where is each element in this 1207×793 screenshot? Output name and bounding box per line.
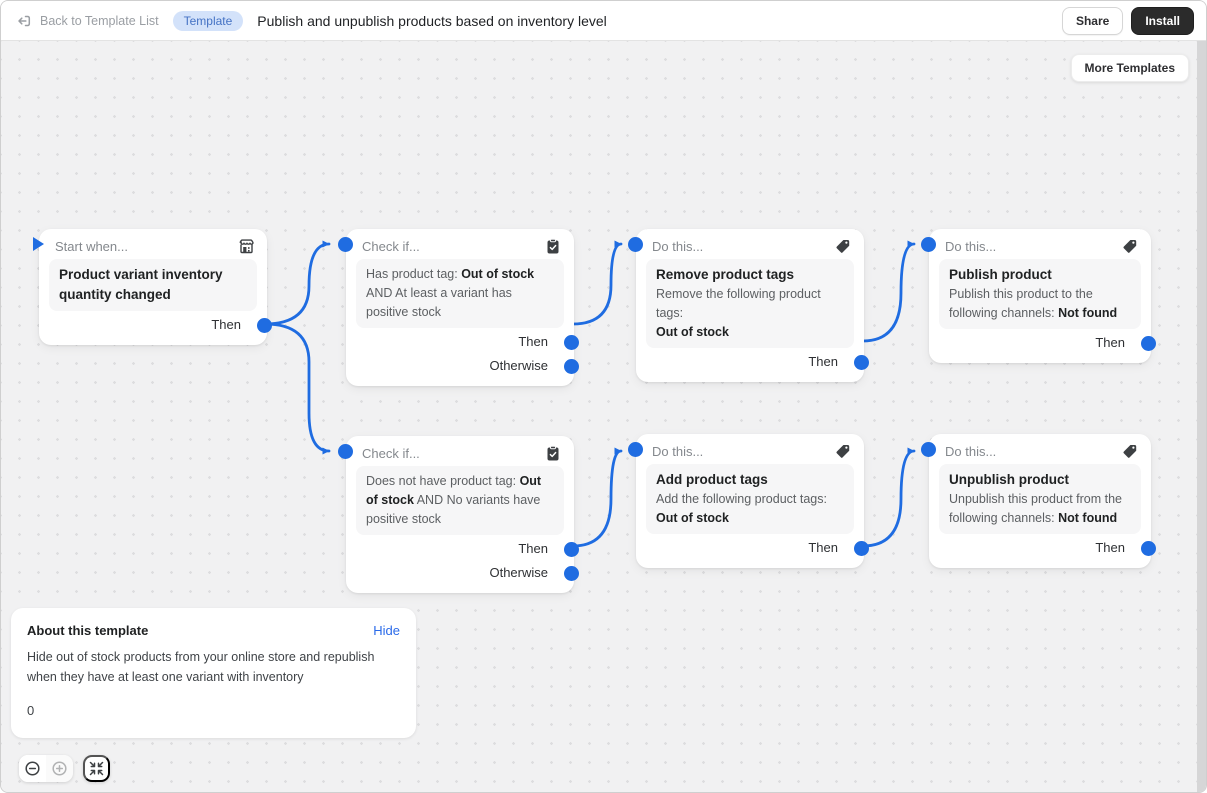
tag-icon: [1121, 442, 1139, 460]
zoom-out-button[interactable]: [19, 755, 46, 782]
about-description: Hide out of stock products from your onl…: [27, 650, 375, 684]
trigger-header: Start when...: [55, 238, 128, 254]
back-label: Back to Template List: [40, 13, 159, 28]
remove-tags-body: Remove product tags Remove the following…: [646, 259, 854, 348]
publish-then-row: Then: [929, 331, 1156, 355]
add-tags-body: Add product tags Add the following produ…: [646, 464, 854, 534]
remove-tags-then-row: Then: [636, 350, 869, 374]
topbar: Back to Template List Template Publish a…: [1, 1, 1206, 41]
connector-check-bottom-to-add: [571, 447, 623, 548]
zoom-control-group: [19, 755, 73, 782]
install-button[interactable]: Install: [1131, 6, 1194, 35]
circle-minus-icon: [25, 761, 40, 776]
add-tags-header: Do this...: [652, 443, 704, 459]
template-badge: Template: [172, 10, 244, 31]
publish-header: Do this...: [945, 238, 997, 254]
action-card-add-tags[interactable]: Do this... Add product tags Add the foll…: [628, 434, 869, 568]
back-exit-icon: [15, 12, 33, 30]
connector-add-to-unpublish: [861, 447, 916, 548]
canvas-right-edge: [1197, 41, 1206, 792]
unpublish-input-port[interactable]: [921, 442, 936, 457]
store-icon: [237, 237, 255, 255]
condition-top-body: Has product tag: Out of stock AND At lea…: [356, 259, 564, 328]
condition-bottom-otherwise-port[interactable]: [564, 565, 579, 581]
circle-plus-icon: [52, 761, 67, 776]
connector-trigger-to-check-top: [263, 240, 331, 326]
page-title: Publish and unpublish products based on …: [257, 12, 607, 29]
condition-card-top[interactable]: Check if... Has product tag: Out of stoc…: [338, 229, 579, 386]
condition-bottom-input-port[interactable]: [338, 444, 353, 459]
tag-icon: [834, 442, 852, 460]
add-tags-then-row: Then: [636, 536, 869, 560]
publish-body: Publish product Publish this product to …: [939, 259, 1141, 329]
remove-tags-header: Do this...: [652, 238, 704, 254]
trigger-then-port[interactable]: [257, 317, 272, 333]
back-to-template-list[interactable]: Back to Template List: [15, 12, 159, 30]
fit-to-view-icon: [89, 761, 104, 776]
action-card-remove-tags[interactable]: Do this... Remove product tags Remove th…: [628, 229, 869, 382]
condition-bottom-otherwise-row: Otherwise: [346, 561, 579, 585]
unpublish-body: Unpublish product Unpublish this product…: [939, 464, 1141, 534]
zoom-in-button[interactable]: [46, 755, 73, 782]
publish-input-port[interactable]: [921, 237, 936, 252]
connector-check-top-to-remove: [571, 240, 623, 326]
connector-trigger-to-check-bottom: [263, 322, 331, 455]
unpublish-then-row: Then: [929, 536, 1156, 560]
condition-bottom-then-port[interactable]: [564, 541, 579, 557]
tag-icon: [834, 237, 852, 255]
add-tags-input-port[interactable]: [628, 442, 643, 457]
canvas-controls: [19, 755, 110, 782]
condition-top-input-port[interactable]: [338, 237, 353, 252]
fit-to-view-button[interactable]: [83, 755, 110, 782]
condition-top-otherwise-row: Otherwise: [346, 354, 579, 378]
workflow-canvas[interactable]: More Templates Start when...: [1, 41, 1206, 792]
condition-bottom-header: Check if...: [362, 445, 420, 461]
condition-top-then-row: Then: [346, 330, 579, 354]
trigger-then-row: Then: [39, 313, 272, 337]
unpublish-header: Do this...: [945, 443, 997, 459]
condition-top-otherwise-port[interactable]: [564, 358, 579, 374]
action-card-publish[interactable]: Do this... Publish product Publish this …: [921, 229, 1156, 363]
trigger-start-port[interactable]: [33, 237, 44, 251]
condition-card-bottom[interactable]: Check if... Does not have product tag: O…: [338, 436, 579, 593]
action-card-unpublish[interactable]: Do this... Unpublish product Unpublish t…: [921, 434, 1156, 568]
connector-remove-to-publish: [861, 240, 916, 343]
about-title: About this template: [27, 623, 149, 638]
condition-top-header: Check if...: [362, 238, 420, 254]
more-templates-button[interactable]: More Templates: [1070, 54, 1189, 82]
tag-icon: [1121, 237, 1139, 255]
unpublish-then-port[interactable]: [1141, 540, 1156, 556]
add-tags-then-port[interactable]: [854, 540, 869, 556]
trigger-body: Product variant inventory quantity chang…: [49, 259, 257, 311]
clipboard-check-icon: [544, 444, 562, 462]
remove-tags-then-port[interactable]: [854, 354, 869, 370]
share-button[interactable]: Share: [1061, 6, 1124, 35]
clipboard-check-icon: [544, 237, 562, 255]
condition-bottom-then-row: Then: [346, 537, 579, 561]
hide-link[interactable]: Hide: [373, 623, 400, 638]
about-counter: 0: [27, 703, 35, 718]
publish-then-port[interactable]: [1141, 335, 1156, 351]
remove-tags-input-port[interactable]: [628, 237, 643, 252]
trigger-card[interactable]: Start when... Product variant inventory …: [33, 229, 272, 345]
about-template-panel: About this template Hide Hide out of sto…: [11, 608, 416, 738]
condition-top-then-port[interactable]: [564, 334, 579, 350]
condition-bottom-body: Does not have product tag: Out of stock …: [356, 466, 564, 535]
